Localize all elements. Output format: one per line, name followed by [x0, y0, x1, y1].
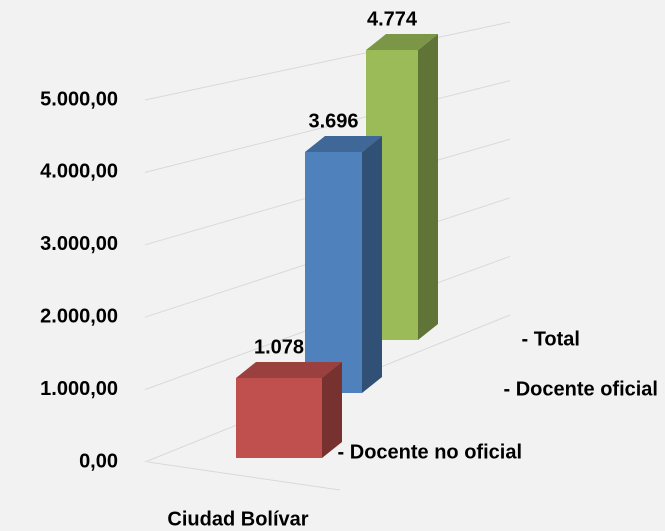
bar-side	[322, 362, 342, 458]
y-tick-label: 4.000,00	[40, 161, 118, 183]
bar	[236, 378, 322, 458]
data-label: 1.078	[254, 336, 304, 358]
y-tick-label: 1.000,00	[40, 378, 118, 400]
data-label: 4.774	[367, 8, 418, 30]
x-tick-label: Ciudad Bolívar	[167, 508, 308, 530]
depth-label: - Docente no oficial	[338, 441, 522, 463]
bar-top	[366, 34, 438, 50]
bar	[305, 152, 362, 393]
depth-label: - Docente oficial	[504, 378, 658, 400]
y-tick-label: 3.000,00	[40, 233, 118, 255]
y-tick-label: 0,00	[79, 450, 118, 472]
y-tick-label: 5.000,00	[40, 88, 118, 110]
bar-top	[236, 362, 342, 378]
y-tick-label: 2.000,00	[40, 305, 118, 327]
bar-side	[418, 34, 438, 340]
grid-line	[144, 21, 511, 101]
depth-label: - Total	[521, 328, 580, 350]
data-label: 3.696	[308, 110, 358, 132]
bar-side	[362, 136, 382, 393]
bar-top	[305, 136, 382, 152]
floor-edge	[147, 461, 341, 491]
grid-line	[144, 80, 511, 173]
